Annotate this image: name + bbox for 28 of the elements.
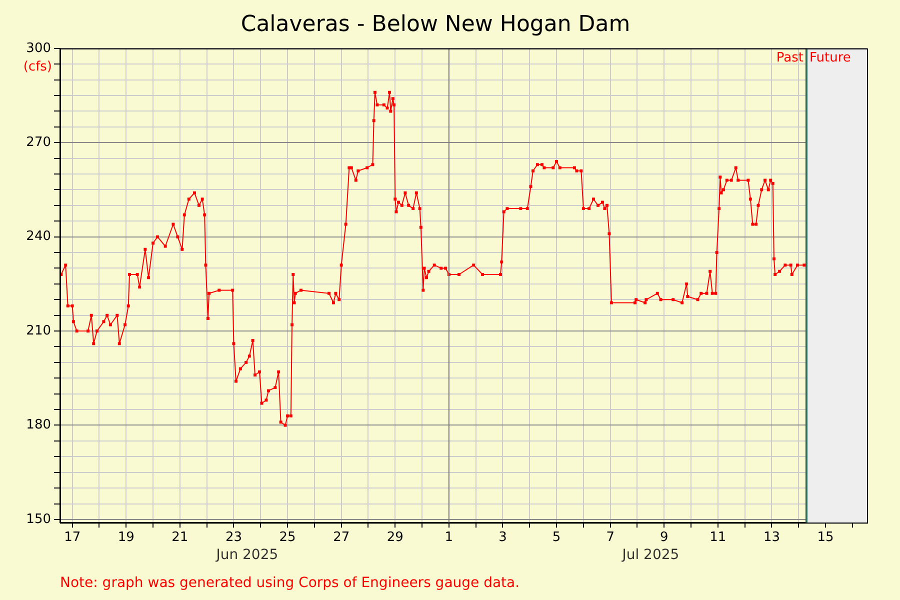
x2-tick-label: Jul 2025 bbox=[621, 547, 680, 564]
x-tick-label: 3 bbox=[498, 530, 507, 545]
x-tick-label: 21 bbox=[172, 530, 188, 545]
x-tick-label: 11 bbox=[710, 530, 726, 545]
x-tick-label: 7 bbox=[606, 530, 614, 545]
x-tick-label: 9 bbox=[660, 530, 668, 545]
y-tick-label: 210 bbox=[26, 323, 51, 338]
x-tick-label: 19 bbox=[118, 530, 134, 545]
y-tick-label: 240 bbox=[26, 229, 51, 244]
x-tick-label: 15 bbox=[817, 530, 834, 545]
x-tick-label: 29 bbox=[386, 530, 404, 545]
x-tick-label: 25 bbox=[279, 530, 296, 545]
x-tick-label: 5 bbox=[552, 530, 561, 545]
y-tick-label: 150 bbox=[26, 512, 51, 527]
text: Note: graph was generated using Corps of Engineers gauge data. bbox=[60, 575, 520, 592]
x-tick-label: 1 bbox=[444, 530, 454, 545]
chart-title: Calaveras - Below New Hogan Dam bbox=[240, 12, 630, 37]
x-tick-label: 23 bbox=[225, 530, 242, 545]
y-axis-title: (cfs) bbox=[23, 59, 52, 74]
band-label: Future bbox=[809, 50, 851, 66]
x2-tick-label: Jun 2025 bbox=[215, 547, 278, 564]
x-tick-label: 27 bbox=[333, 530, 350, 545]
y-tick-label: 270 bbox=[26, 134, 51, 150]
x-tick-label: 17 bbox=[64, 530, 81, 545]
y-tick-label: 300 bbox=[26, 40, 51, 56]
ref-line-label: Past bbox=[776, 50, 804, 66]
x-tick-label: 13 bbox=[763, 530, 780, 545]
y-tick-label: 180 bbox=[26, 418, 51, 433]
